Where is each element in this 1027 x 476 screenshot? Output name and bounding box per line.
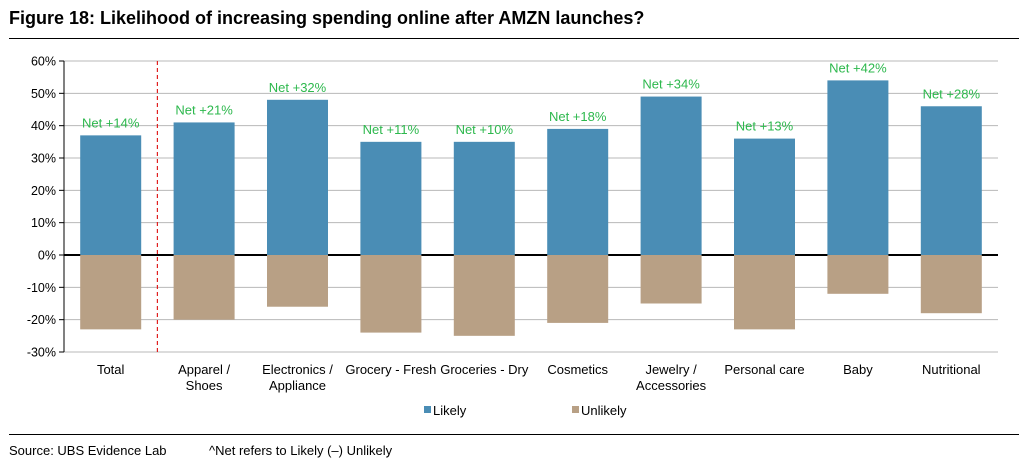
bar-likely (173, 122, 235, 255)
net-label: Net +21% (175, 102, 233, 117)
category-label: Electronics / (262, 362, 333, 377)
bar-likely (734, 138, 795, 255)
legend-label-likely: Likely (433, 403, 467, 418)
y-tick-label: 10% (31, 216, 56, 230)
bar-likely (920, 106, 982, 256)
y-tick-label: -30% (27, 346, 56, 360)
legend: Likely Unlikely (424, 403, 627, 418)
category-label: Accessories (636, 378, 707, 393)
category-label: Shoes (186, 378, 223, 393)
figure-title: Figure 18: Likelihood of increasing spen… (9, 8, 645, 28)
net-label: Net +11% (363, 122, 420, 137)
bar-likely (360, 141, 422, 255)
bar-unlikely (640, 255, 702, 304)
category-label: Appliance (269, 378, 326, 393)
y-tick-label: 60% (31, 55, 56, 69)
bar-unlikely (173, 255, 235, 320)
category-label: Nutritional (922, 362, 981, 377)
bar-likely (453, 141, 515, 255)
bar-likely (640, 96, 702, 255)
bar-likely (547, 128, 609, 255)
legend-swatch-likely (424, 406, 431, 413)
y-tick-label: 20% (31, 184, 56, 198)
bar-unlikely (453, 255, 515, 336)
net-label: Net +32% (269, 80, 327, 95)
net-definition-note: ^Net refers to Likely (–) Unlikely (209, 443, 393, 458)
category-label: Jewelry / (645, 362, 697, 377)
bars (80, 80, 982, 336)
bar-unlikely (734, 255, 795, 330)
stacked-bar-chart: -30% -20% -10% 0% 10% 20% 30% 40% 50% 60% Net +14… (27, 55, 998, 418)
category-label: Total (97, 362, 125, 377)
net-label: Net +10% (456, 122, 514, 137)
net-label: Net +34% (642, 77, 700, 92)
net-label: Net +42% (829, 60, 887, 75)
y-tick-label: 50% (31, 87, 56, 101)
y-tick-label: -20% (27, 313, 56, 327)
net-label: Net +13% (736, 119, 794, 134)
bar-likely (80, 135, 142, 255)
net-label: Net +14% (82, 115, 140, 130)
y-tick-label: 40% (31, 119, 56, 133)
legend-swatch-unlikely (572, 406, 579, 413)
bar-likely (267, 99, 328, 255)
source-note: Source: UBS Evidence Lab (9, 443, 167, 458)
title-rule (9, 38, 1019, 39)
bar-unlikely (827, 255, 889, 294)
category-label: Groceries - Dry (440, 362, 529, 377)
bar-unlikely (360, 255, 422, 333)
category-label: Baby (843, 362, 873, 377)
y-tick-label: 30% (31, 152, 56, 166)
legend-label-unlikely: Unlikely (581, 403, 627, 418)
footer-rule (9, 434, 1019, 435)
category-labels: Total Apparel /Shoes Electronics /Applianc… (97, 362, 981, 393)
y-tick-label: 0% (38, 249, 56, 263)
bar-likely (827, 80, 889, 256)
net-label: Net +28% (923, 86, 981, 101)
bar-unlikely (267, 255, 328, 307)
bar-unlikely (920, 255, 982, 314)
net-labels: Net +14% Net +21% Net +32% Net +11% Net +10%… (82, 60, 980, 136)
category-label: Grocery - Fresh (345, 362, 436, 377)
net-label: Net +18% (549, 109, 607, 124)
category-label: Personal care (724, 362, 804, 377)
bar-unlikely (80, 255, 142, 330)
category-label: Cosmetics (547, 362, 608, 377)
y-tick-label: -10% (27, 281, 56, 295)
bar-unlikely (547, 255, 609, 323)
category-label: Apparel / (178, 362, 230, 377)
